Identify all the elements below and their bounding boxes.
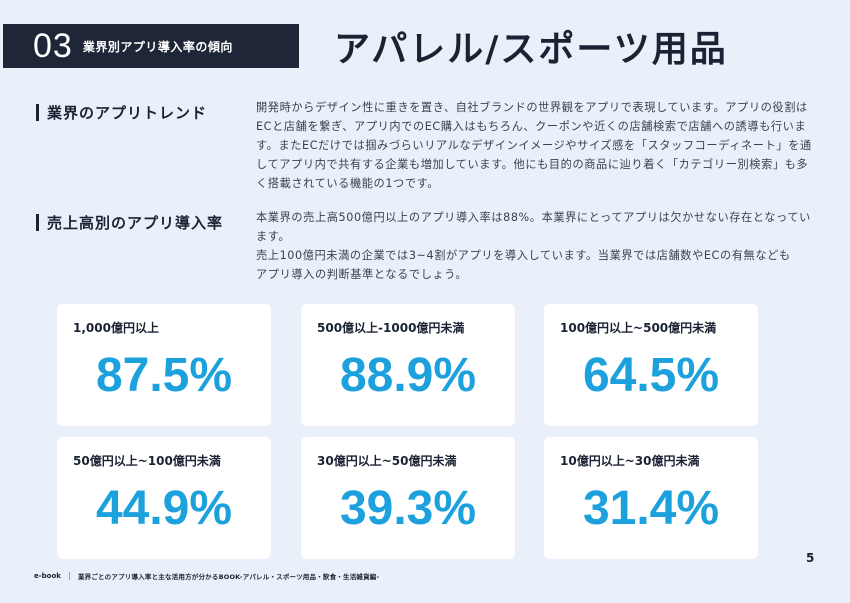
heading-bar	[36, 214, 39, 231]
adoption-rate-line: 本業界の売上高500億円以上のアプリ導入率は88%。本業界にとってアプリは欠かせ…	[256, 211, 811, 243]
stat-card-value: 64.5%	[582, 349, 720, 402]
stat-card-value: 31.4%	[582, 482, 720, 535]
heading-bar	[36, 104, 39, 121]
heading-app-trend-text: 業界のアプリトレンド	[47, 104, 208, 122]
adoption-rate-body: 本業界の売上高500億円以上のアプリ導入率は88%。本業界にとってアプリは欠かせ…	[256, 208, 816, 284]
footer-divider	[68, 572, 70, 580]
stat-card-value: 39.3%	[339, 482, 477, 535]
page-title: アパレル/スポーツ用品	[334, 29, 728, 70]
heading-app-trend: 業界のアプリトレンド	[36, 102, 207, 123]
stat-card-value: 87.5%	[95, 349, 233, 402]
stat-card-value: 44.9%	[95, 482, 233, 535]
section-number: 03	[33, 27, 73, 65]
section-label: 業界別アプリ導入率の傾向	[82, 39, 233, 54]
stat-card-label: 30億円以上~50億円未満	[317, 454, 457, 468]
stat-card: 30億円以上~50億円未満 39.3%	[301, 437, 515, 559]
footer-description: 業界ごとのアプリ導入率と主な活用方が分かるBOOK-アパレル・スポーツ用品・飲食…	[77, 573, 380, 581]
adoption-rate-line: アプリ導入の判断基準となるでしょう。	[256, 268, 468, 281]
stat-card: 10億円以上~30億円未満 31.4%	[544, 437, 758, 559]
stat-card-label: 10億円以上~30億円未満	[560, 454, 700, 468]
footer: e-book 業界ごとのアプリ導入率と主な活用方が分かるBOOK-アパレル・スポ…	[34, 571, 379, 581]
page-number: 5	[806, 551, 815, 565]
stat-card-label: 500億以上-1000億円未満	[317, 321, 465, 335]
stat-card-value: 88.9%	[339, 349, 477, 402]
stat-card: 500億以上-1000億円未満 88.9%	[301, 304, 515, 426]
app-trend-body: 開発時からデザイン性に重きを置き、自社ブランドの世界観をアプリで表現しています。…	[256, 101, 812, 190]
heading-adoption-rate-text: 売上高別のアプリ導入率	[47, 214, 224, 232]
heading-adoption-rate: 売上高別のアプリ導入率	[36, 212, 223, 233]
stat-card: 1,000億円以上 87.5%	[57, 304, 271, 426]
stat-card-label: 50億円以上~100億円未満	[73, 454, 221, 468]
adoption-rate-line: 売上100億円未満の企業では3~4割がアプリを導入しています。当業界では店舗数や…	[256, 249, 791, 262]
footer-ebook-label: e-book	[34, 572, 61, 580]
stat-card: 50億円以上~100億円未満 44.9%	[57, 437, 271, 559]
stat-card-label: 1,000億円以上	[73, 321, 159, 335]
section-number-tag: 03 業界別アプリ導入率の傾向	[3, 24, 299, 68]
stat-card: 100億円以上~500億円未満 64.5%	[544, 304, 758, 426]
stat-card-label: 100億円以上~500億円未満	[560, 321, 717, 335]
